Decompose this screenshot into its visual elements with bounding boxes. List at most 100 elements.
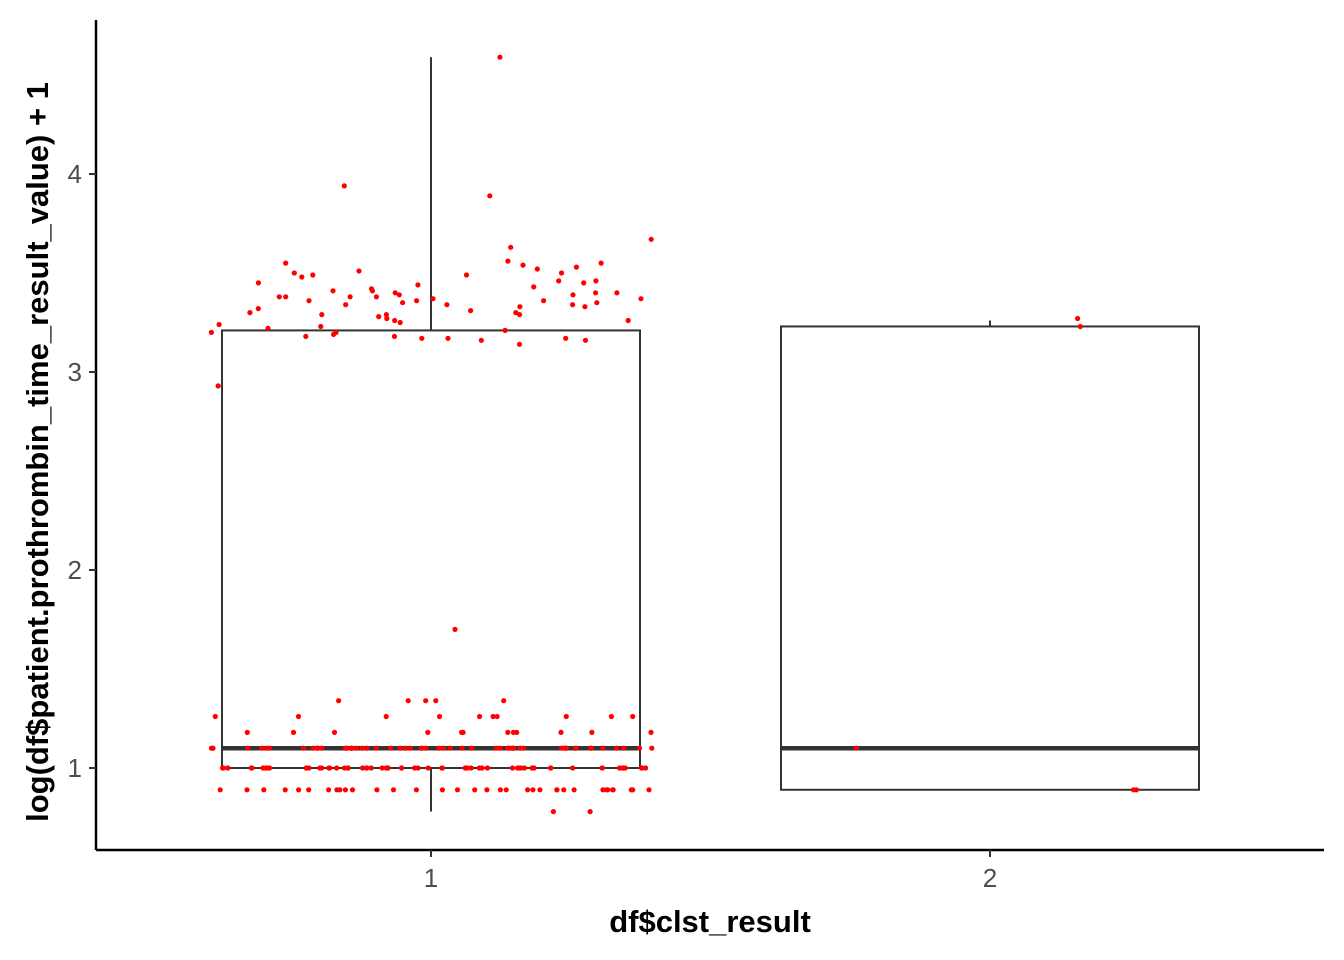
data-point [374,787,380,793]
data-point [319,765,325,771]
data-point [402,745,409,751]
data-point [1075,315,1081,322]
data-point [501,698,507,704]
data-point [388,745,394,751]
data-point [247,310,253,316]
data-point [291,270,297,276]
data-point [516,341,523,347]
jitter-points-layer [208,54,1139,815]
data-point [384,315,390,322]
data-point [484,765,490,771]
data-point [347,294,353,300]
data-point [419,335,425,341]
y-tick-label: 4 [68,159,82,189]
data-point [383,312,389,318]
data-point [306,787,312,793]
data-point [636,745,643,751]
data-point [537,787,543,793]
data-point [558,729,564,736]
data-point [600,787,606,793]
data-point [215,383,221,389]
data-point [326,765,332,771]
data-point [525,787,531,793]
data-point [505,729,511,736]
data-point [478,337,484,343]
data-point [265,325,271,331]
data-point [648,236,654,242]
data-point [468,765,474,771]
data-point [283,260,289,266]
data-point [462,765,468,771]
data-point [614,290,620,296]
data-point [436,745,442,751]
data-point [648,729,654,736]
data-point [570,292,576,298]
data-point [209,745,216,751]
data-point [589,729,595,736]
data-point [343,302,349,308]
y-tick-label: 1 [68,753,82,783]
data-point [497,54,503,60]
data-point [423,698,429,704]
data-point [331,331,337,337]
data-point [853,745,859,751]
data-point [413,787,419,793]
data-point [581,280,587,286]
data-point [373,294,379,300]
data-point [405,698,411,704]
data-point [594,300,600,306]
box-1 [221,57,641,812]
data-point [493,745,499,751]
data-point [295,713,302,720]
data-point [376,314,382,320]
data-point [649,745,655,751]
data-point [484,787,490,793]
data-point [609,787,616,793]
data-point [255,280,261,286]
data-point [646,787,652,793]
data-point [593,290,599,296]
data-point [445,335,451,341]
data-point [468,308,474,314]
data-point [216,321,222,328]
data-point [373,745,379,751]
data-point [506,745,512,751]
box-iqr [780,325,1200,791]
data-point [397,745,403,751]
data-point [625,317,631,324]
data-point [225,765,231,771]
data-point [334,787,340,793]
data-point [336,698,342,704]
data-point [276,294,282,300]
data-point [563,713,569,720]
data-point [330,288,336,294]
data-point [529,765,535,771]
data-point [463,272,470,278]
data-point [563,335,569,341]
data-point [353,745,359,751]
data-point [469,745,475,751]
data-point [282,787,288,793]
data-point [490,713,496,720]
data-point [248,765,254,771]
data-point [326,787,332,793]
data-point [306,298,312,304]
x-tick-label: 2 [983,863,997,893]
data-point [582,304,588,310]
data-point [392,317,398,324]
data-point [208,329,214,335]
box-2 [780,320,1200,791]
data-point [550,809,557,815]
data-point [452,626,458,633]
data-point [534,266,540,272]
data-point [1077,323,1083,330]
data-point [472,787,478,793]
data-point [392,290,398,296]
data-point [212,713,218,720]
data-point [348,745,354,751]
data-point [593,278,599,284]
data-point [558,270,565,276]
data-point [570,765,576,771]
data-point [497,787,503,793]
